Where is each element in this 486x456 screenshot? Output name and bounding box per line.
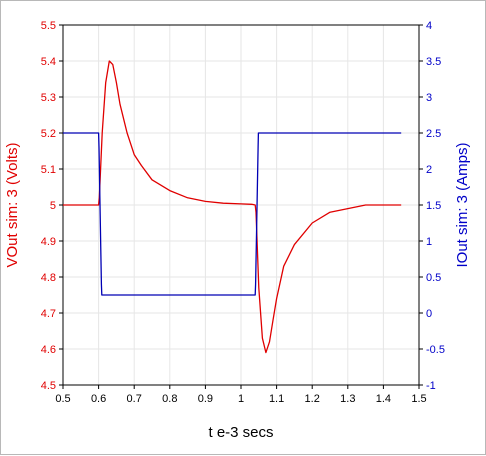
y-left-tick-label: 4.6 (41, 344, 56, 356)
y-right-tick-label: 3 (426, 92, 432, 104)
x-tick-label: 1.3 (340, 393, 355, 405)
y-left-tick-label: 5 (50, 200, 56, 212)
y-right-tick-label: 2 (426, 164, 432, 176)
x-tick-label: 1 (238, 393, 244, 405)
y-right-tick-label: 0.5 (426, 272, 441, 284)
y-axis-right-label: IOut sim: 3 (Amps) (454, 142, 471, 267)
y-right-tick-label: 4 (426, 20, 432, 32)
y-left-tick-label: 4.8 (41, 272, 56, 284)
y-right-tick-label: 1.5 (426, 200, 441, 212)
x-tick-label: 0.9 (198, 393, 213, 405)
y-left-tick-label: 4.9 (41, 236, 56, 248)
x-tick-label: 0.7 (127, 393, 142, 405)
y-right-tick-label: 1 (426, 236, 432, 248)
y-left-tick-label: 5.4 (41, 56, 56, 68)
y-right-tick-label: -1 (426, 380, 436, 392)
y-left-tick-label: 4.7 (41, 308, 56, 320)
current-series-line (63, 132, 402, 296)
voltage-series-line (63, 60, 402, 354)
series (63, 60, 402, 354)
y-left-tick-label: 5.2 (41, 128, 56, 140)
y-left-tick-label: 4.5 (41, 380, 56, 392)
y-axis-left-label: VOut sim: 3 (Volts) (4, 142, 21, 267)
x-tick-label: 0.6 (91, 393, 106, 405)
y-right-tick-label: 2.5 (426, 128, 441, 140)
x-tick-label: 1.1 (269, 393, 284, 405)
x-tick-label: 1.5 (411, 393, 426, 405)
y-left-tick-label: 5.3 (41, 92, 56, 104)
x-tick-label: 1.4 (376, 393, 391, 405)
x-axis-label: t e-3 secs (208, 424, 273, 441)
y-right-tick-label: 3.5 (426, 56, 441, 68)
x-tick-label: 0.8 (162, 393, 177, 405)
y-left-tick-label: 5.1 (41, 164, 56, 176)
y-right-tick-label: 0 (426, 308, 432, 320)
x-tick-label: 1.2 (305, 393, 320, 405)
y-right-tick-label: -0.5 (426, 344, 445, 356)
x-tick-label: 0.5 (55, 393, 70, 405)
ticks: 0.5 0.6 0.7 0.8 0.9 1 1.1 1.2 1.3 1.4 1.5 4.5 -1 4.6 -… (41, 20, 445, 405)
y-left-tick-label: 5.5 (41, 20, 56, 32)
grid (63, 25, 419, 385)
